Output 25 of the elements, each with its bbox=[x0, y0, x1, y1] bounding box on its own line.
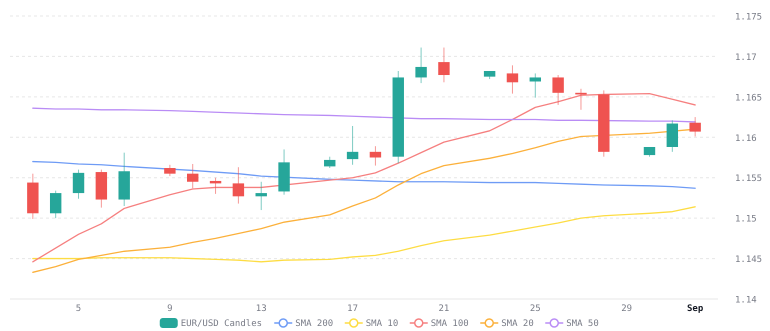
y-tick-label: 1.145 bbox=[735, 255, 762, 266]
x-tick-label: 5 bbox=[76, 304, 82, 314]
x-tick-label: 21 bbox=[438, 304, 450, 314]
y-tick-label: 1.15 bbox=[735, 214, 757, 225]
y-tick-label: 1.175 bbox=[735, 12, 762, 22]
y-tick-label: 1.155 bbox=[735, 174, 762, 184]
line-series bbox=[32, 206, 696, 262]
legend-label: SMA 200 bbox=[295, 319, 334, 329]
y-tick-label: 1.16 bbox=[735, 134, 757, 144]
legend-label: SMA 20 bbox=[501, 319, 534, 329]
x-tick-label: 9 bbox=[167, 304, 173, 314]
y-tick-label: 1.17 bbox=[735, 52, 757, 63]
legend-label: SMA 50 bbox=[566, 319, 599, 329]
line-series bbox=[32, 92, 696, 262]
legend-label: EUR/USD Candles bbox=[180, 319, 262, 329]
line-series bbox=[32, 160, 696, 189]
x-tick-label: Sep bbox=[687, 304, 704, 314]
legend-label: SMA 100 bbox=[430, 319, 469, 329]
x-tick-label: 25 bbox=[530, 304, 541, 314]
y-tick-label: 1.165 bbox=[735, 93, 762, 104]
x-tick-label: 17 bbox=[347, 304, 358, 314]
x-tick-label: 29 bbox=[621, 304, 632, 314]
y-tick-label: 1.14 bbox=[735, 296, 757, 306]
x-tick-label: 13 bbox=[256, 304, 267, 314]
legend-label: SMA 10 bbox=[366, 319, 398, 329]
